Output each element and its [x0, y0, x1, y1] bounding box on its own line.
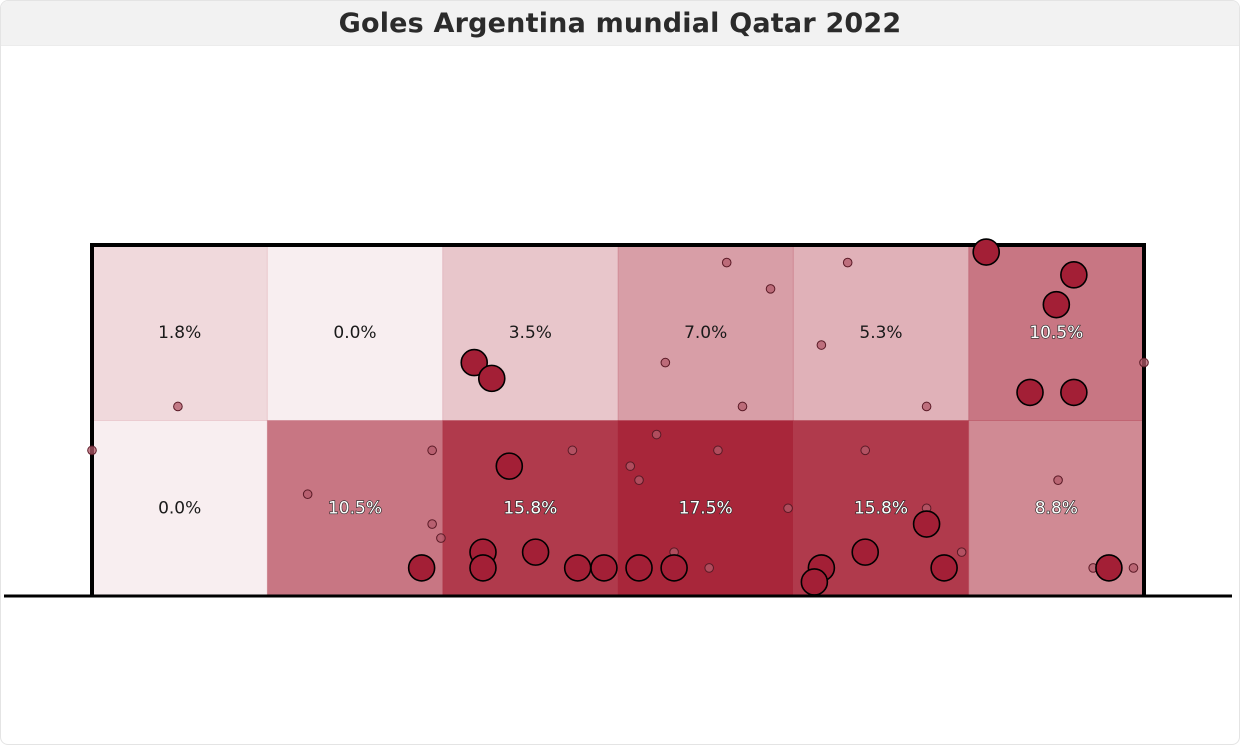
heatmap-cell-r0-c2 — [442, 244, 619, 421]
miss-point-2 — [842, 257, 853, 268]
goal-point-7 — [495, 452, 524, 480]
miss-point-15 — [302, 489, 313, 500]
miss-point-10 — [427, 445, 437, 456]
miss-markers — [87, 257, 1149, 573]
heatmap-cell-r0-c3 — [617, 244, 794, 421]
miss-point-24 — [704, 563, 714, 573]
goal-frame — [4, 243, 1232, 598]
goal-point-11 — [407, 554, 436, 582]
goal-point-20 — [930, 554, 958, 582]
goal-point-3 — [1016, 378, 1044, 407]
cell-label-r0-c0: 1.8% — [158, 323, 201, 343]
goal-point-18 — [851, 538, 880, 566]
goal-point-9 — [521, 538, 550, 566]
cell-label-r1-c4: 15.8% — [854, 498, 908, 518]
cell-label-r0-c1: 0.0% — [333, 323, 376, 343]
miss-point-21 — [427, 519, 437, 529]
goal-point-6 — [477, 364, 506, 393]
miss-point-7 — [921, 401, 932, 412]
heatmap-cell-r0-c0 — [91, 244, 268, 421]
miss-point-14 — [860, 445, 871, 456]
goal-point-5 — [460, 348, 489, 377]
cell-labels: 1.8% 0.0% 3.5% 7.0% 5.3% 10.5% 0.0% 10.5% 15.8% 1… — [158, 322, 1084, 519]
cell-label-r1-c1: 10.5% — [328, 498, 382, 518]
goal-point-10 — [469, 554, 497, 582]
heatmap-cell-r0-c4 — [792, 244, 970, 421]
cell-label-r0-c3: 7.0% — [684, 323, 727, 343]
miss-point-3 — [660, 357, 671, 368]
goal-point-21 — [1095, 554, 1123, 582]
goal-point-13 — [590, 554, 618, 582]
miss-point-25 — [956, 547, 967, 557]
cell-label-r1-c0: 0.0% — [158, 498, 201, 518]
cell-label-r1-c5: 8.8% — [1035, 498, 1078, 518]
miss-point-13 — [713, 445, 723, 456]
cell-label-r0-c5: 10.5% — [1029, 323, 1083, 343]
miss-point-16 — [625, 461, 636, 471]
miss-point-8 — [1139, 357, 1149, 368]
chart-title: Goles Argentina mundial Qatar 2022 — [338, 7, 902, 39]
heatmap-cell-r1-c0 — [91, 420, 268, 597]
goal-point-17 — [800, 568, 829, 596]
goal-point-1 — [1060, 261, 1088, 289]
miss-point-18 — [783, 503, 793, 514]
heatmap-cell-r0-c1 — [266, 244, 444, 421]
goal-point-4 — [1060, 378, 1088, 407]
heatmap-cells — [91, 244, 1145, 597]
miss-point-27 — [1128, 563, 1139, 573]
miss-point-9 — [87, 445, 97, 456]
miss-point-22 — [436, 533, 446, 543]
goal-point-12 — [563, 554, 592, 582]
title-bar: Goles Argentina mundial Qatar 2022 — [1, 1, 1239, 46]
miss-point-12 — [651, 429, 662, 440]
goal-point-0 — [972, 238, 1001, 266]
miss-point-17 — [634, 475, 644, 485]
miss-point-20 — [1053, 475, 1063, 485]
goal-markers — [407, 238, 1123, 596]
miss-point-11 — [567, 445, 578, 456]
cell-label-r1-c3: 17.5% — [679, 498, 733, 518]
miss-point-4 — [816, 340, 827, 350]
miss-point-6 — [737, 401, 748, 412]
heatmap-cell-r0-c5 — [968, 244, 1145, 421]
miss-point-1 — [765, 284, 776, 294]
goal-point-2 — [1042, 290, 1071, 319]
goal-point-14 — [625, 554, 653, 582]
goal-point-15 — [660, 554, 688, 582]
goal-point-19 — [912, 510, 941, 538]
miss-point-5 — [173, 401, 183, 412]
cell-label-r0-c4: 5.3% — [859, 323, 902, 343]
miss-point-0 — [721, 257, 732, 268]
cell-label-r0-c2: 3.5% — [509, 323, 552, 343]
cell-label-r1-c2: 15.8% — [503, 498, 557, 518]
goal-posts-crossbar — [90, 243, 1146, 596]
